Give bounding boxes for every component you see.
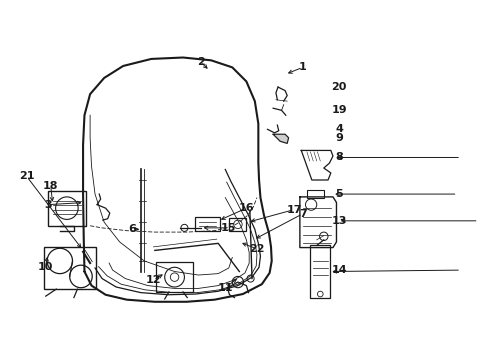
Text: 10: 10	[38, 262, 53, 271]
Text: 9: 9	[335, 133, 343, 143]
Text: 2: 2	[197, 57, 204, 67]
Text: 17: 17	[287, 204, 302, 215]
Text: 4: 4	[335, 124, 343, 134]
Text: 19: 19	[331, 105, 347, 114]
Text: 11: 11	[218, 283, 233, 293]
Text: 8: 8	[336, 153, 343, 162]
Text: 21: 21	[19, 171, 34, 181]
Text: 14: 14	[331, 265, 347, 275]
Text: 12: 12	[146, 275, 161, 285]
Text: 6: 6	[128, 224, 136, 234]
Text: 20: 20	[332, 82, 347, 92]
Text: 16: 16	[239, 203, 254, 213]
Text: 15: 15	[221, 223, 237, 233]
Text: 3: 3	[44, 200, 51, 210]
Text: 7: 7	[299, 209, 307, 219]
Polygon shape	[273, 134, 289, 143]
Text: 5: 5	[336, 189, 343, 199]
Text: 1: 1	[299, 62, 307, 72]
Text: 22: 22	[249, 244, 265, 254]
Text: 13: 13	[332, 216, 347, 226]
Text: 18: 18	[43, 181, 58, 191]
